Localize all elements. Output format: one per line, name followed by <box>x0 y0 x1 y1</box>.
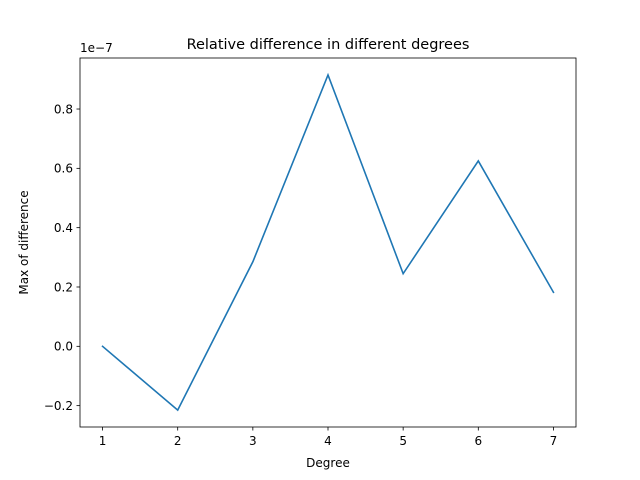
series-line <box>101 72 555 412</box>
x-tick-label: 4 <box>324 434 332 448</box>
y-tick-label: 0.0 <box>54 340 73 354</box>
series-layer <box>101 72 555 412</box>
y-axis-ticks: −0.2 0.0 0.2 0.4 0.6 0.8 <box>44 102 80 413</box>
y-tick-label: 0.8 <box>54 102 73 116</box>
y-axis-label: Max of difference <box>17 190 31 294</box>
plot-area-frame <box>79 57 577 428</box>
x-tick-label: 2 <box>174 434 182 448</box>
x-tick-label: 7 <box>550 434 558 448</box>
y-tick-label: 0.2 <box>54 280 73 294</box>
x-tick-label: 1 <box>99 434 107 448</box>
x-tick-label: 5 <box>399 434 407 448</box>
chart-title: Relative difference in different degrees <box>187 37 470 53</box>
x-tick-label: 6 <box>474 434 482 448</box>
x-axis-label: Degree <box>306 456 350 470</box>
x-tick-label: 3 <box>249 434 257 448</box>
x-axis-ticks: 1 2 3 4 5 6 7 <box>99 427 558 448</box>
y-axis-scale-label: 1e−7 <box>80 41 113 55</box>
y-tick-label: 0.6 <box>54 162 73 176</box>
y-tick-label: 0.4 <box>54 221 73 235</box>
y-tick-label: −0.2 <box>44 399 73 413</box>
